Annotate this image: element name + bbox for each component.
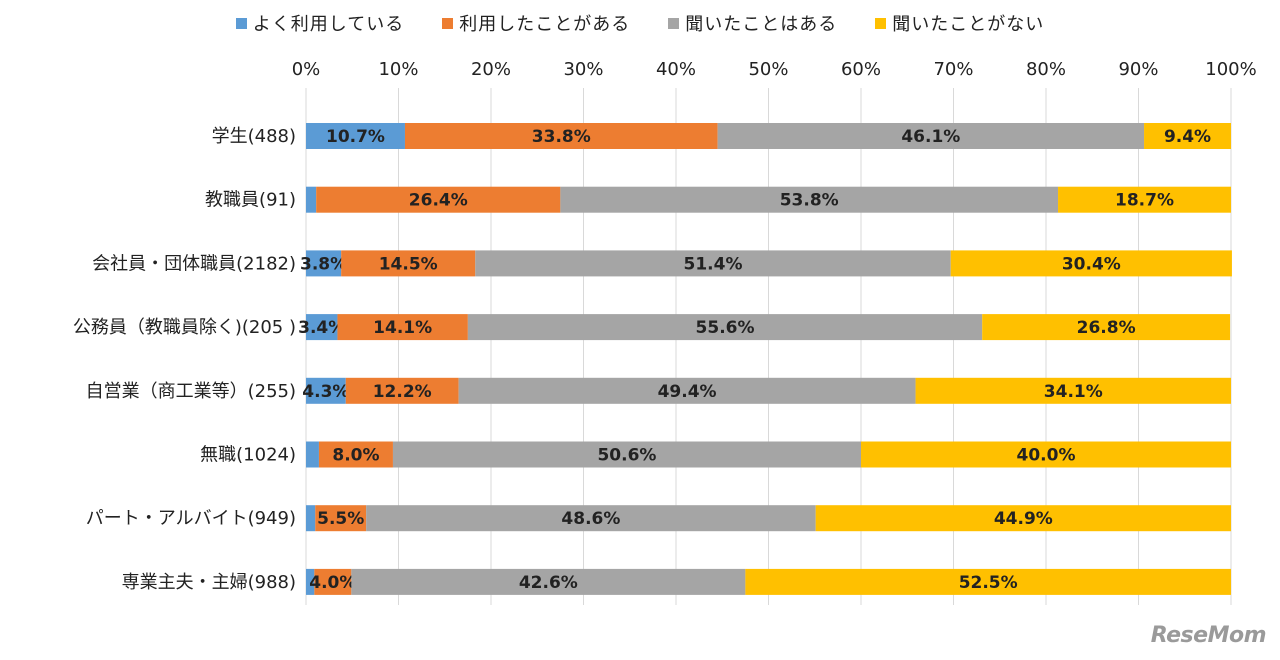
bar-segment [341,250,476,277]
x-tick-label: 60% [841,59,881,80]
category-label: 会社員・団体職員(2182) [92,253,296,274]
data-label: 5.5% [317,509,364,529]
data-label: 50.6% [597,446,656,466]
data-label: 48.6% [561,509,620,529]
bar-segment [392,441,861,468]
bar-segment [306,568,315,595]
category-label: 学生(488) [212,126,296,147]
data-label: 18.7% [1115,191,1174,211]
bar-segment [950,250,1232,277]
data-label: 30.4% [1062,254,1121,274]
data-label: 8.0% [332,446,379,466]
bar-segment [717,123,1145,149]
bar-segment [458,377,916,404]
data-label: 40.0% [1017,446,1076,466]
bar-segment [1058,186,1231,213]
bar-segment [467,314,983,341]
resemom-logo: ReseMom [1150,623,1267,648]
data-label: 46.1% [901,127,960,147]
data-label: 53.8% [780,191,839,211]
data-label: 51.4% [684,254,743,274]
data-label: 34.1% [1044,382,1103,402]
x-tick-label: 30% [563,59,603,80]
bar-segment [366,505,816,532]
data-label: 42.6% [519,573,578,593]
data-label: 55.6% [696,318,755,338]
x-tick-label: 40% [656,59,696,80]
bar-segment [345,377,459,404]
chart-legend: よく利用している 利用したことがある 聞いたことはある 聞いたことがない [0,10,1280,36]
legend-swatch [442,17,454,29]
data-label: 44.9% [994,509,1053,529]
category-label: 無職(1024) [200,445,296,466]
legend-item: 聞いたことはある [668,10,837,36]
legend-swatch [668,17,680,29]
legend-label: よく利用している [252,14,405,35]
bar-segment [316,186,561,213]
data-label: 52.5% [959,573,1018,593]
bar-segment [815,505,1231,532]
data-label: 26.8% [1077,318,1136,338]
bar-segment [318,441,393,468]
legend-item: よく利用している [235,10,405,36]
x-tick-label: 20% [471,59,511,80]
x-tick-label: 80% [1026,59,1066,80]
legend-swatch [235,17,247,29]
data-label: 4.3% [302,382,349,402]
x-tick-label: 100% [1205,59,1256,80]
data-label: 14.5% [379,254,438,274]
data-label: 9.4% [1164,127,1211,147]
bar-segment [1144,123,1231,149]
bar-segment [560,186,1059,213]
bar-segment [982,314,1231,341]
data-label: 3.4% [298,318,345,338]
data-label: 14.1% [373,318,432,338]
x-tick-label: 10% [378,59,418,80]
bar-segment [351,568,746,595]
category-label: パート・アルバイト(949) [86,508,296,529]
bar-segment [475,250,951,277]
legend-label: 聞いたことはある [685,14,838,35]
bar-segment [306,250,342,277]
legend-item: 利用したことがある [442,10,630,36]
bar-segment [915,377,1231,404]
category-label: 公務員（教職員除く)(205 ) [73,317,296,338]
category-label: 教職員(91) [205,190,296,211]
bar-segment [861,441,1231,468]
data-label: 10.7% [326,127,385,147]
bar-segment [306,441,319,468]
x-tick-label: 70% [933,59,973,80]
legend-swatch [875,17,887,29]
bar-segment [404,123,718,149]
x-tick-label: 90% [1118,59,1158,80]
bar-segment [745,568,1231,595]
legend-label: 利用したことがある [459,14,631,35]
bar-segment [306,123,405,149]
data-label: 49.4% [658,382,717,402]
bar-segment [306,186,317,213]
x-tick-label: 50% [748,59,788,80]
category-label: 自営業（商工業等）(255) [86,381,296,402]
bar-segment [314,568,352,595]
data-label: 33.8% [532,127,591,147]
bar-segment [337,314,468,341]
data-label: 26.4% [409,191,468,211]
bar-segment [315,505,367,532]
data-label: 12.2% [373,382,432,402]
data-label: 3.8% [300,254,347,274]
bar-segment [306,314,338,341]
category-label: 専業主夫・主婦(988) [122,572,296,593]
x-tick-label: 0% [292,59,321,80]
legend-item: 聞いたことがない [875,10,1044,36]
data-label: 4.0% [309,573,356,593]
bar-segment [306,505,316,532]
bar-segment [306,377,346,404]
legend-label: 聞いたことがない [892,14,1045,35]
